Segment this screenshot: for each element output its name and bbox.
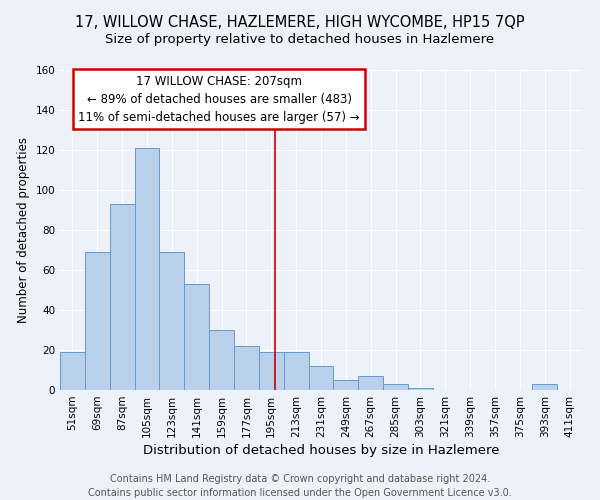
Text: 17 WILLOW CHASE: 207sqm
← 89% of detached houses are smaller (483)
11% of semi-d: 17 WILLOW CHASE: 207sqm ← 89% of detache… [79,75,360,124]
Bar [110,204,134,390]
Y-axis label: Number of detached properties: Number of detached properties [17,137,30,323]
Bar [284,352,308,390]
Bar [160,252,184,390]
Bar [234,346,259,390]
Bar [383,384,408,390]
Bar [259,352,284,390]
Bar [358,376,383,390]
Bar [60,352,85,390]
Text: Size of property relative to detached houses in Hazlemere: Size of property relative to detached ho… [106,32,494,46]
Bar [308,366,334,390]
Bar [134,148,160,390]
Bar [209,330,234,390]
Bar [184,284,209,390]
X-axis label: Distribution of detached houses by size in Hazlemere: Distribution of detached houses by size … [143,444,499,457]
Bar [85,252,110,390]
Bar [532,384,557,390]
Text: 17, WILLOW CHASE, HAZLEMERE, HIGH WYCOMBE, HP15 7QP: 17, WILLOW CHASE, HAZLEMERE, HIGH WYCOMB… [75,15,525,30]
Bar [334,380,358,390]
Text: Contains HM Land Registry data © Crown copyright and database right 2024.
Contai: Contains HM Land Registry data © Crown c… [88,474,512,498]
Bar [408,388,433,390]
